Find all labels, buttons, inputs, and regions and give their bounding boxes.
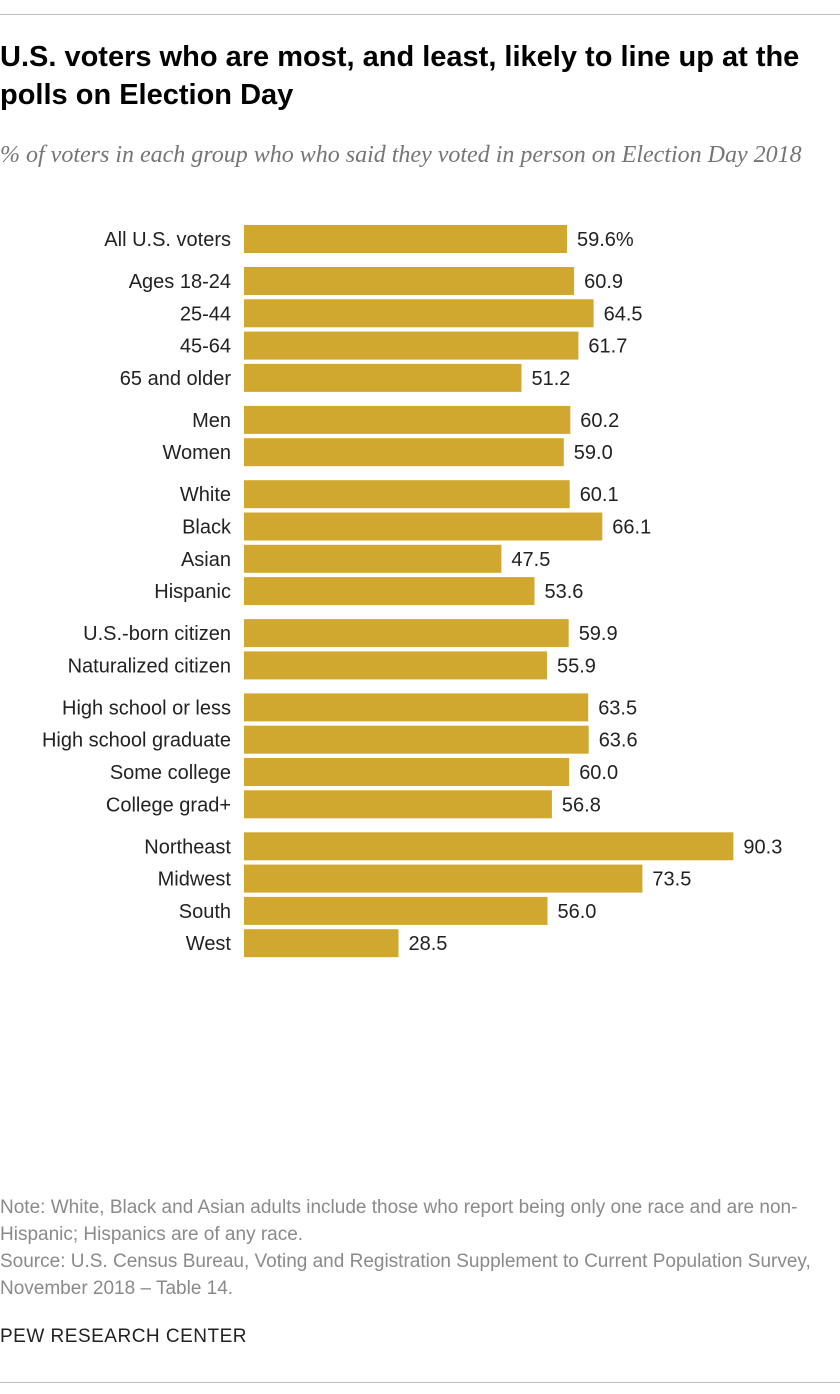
top-rule	[0, 14, 840, 15]
value-label-17: 90.3	[743, 836, 782, 858]
category-label-18: Midwest	[158, 869, 232, 891]
value-label-7: 60.1	[580, 484, 619, 506]
category-label-16: College grad+	[106, 794, 231, 816]
value-label-5: 60.2	[580, 410, 619, 432]
bar-15	[244, 758, 570, 786]
value-label-13: 63.5	[598, 697, 637, 719]
bar-4	[244, 363, 522, 392]
value-label-9: 47.5	[511, 549, 550, 571]
value-label-14: 63.6	[599, 730, 638, 752]
note-text: Note: White, Black and Asian adults incl…	[0, 1197, 798, 1245]
category-label-14: High school graduate	[42, 730, 231, 752]
chart-title: U.S. voters who are most, and least, lik…	[0, 41, 800, 111]
category-label-4: 65 and older	[120, 368, 232, 390]
value-label-4: 51.2	[532, 368, 571, 390]
bar-0	[244, 225, 567, 253]
category-label-9: Asian	[181, 549, 231, 571]
chart-subtitle: % of voters in each group who who said t…	[0, 142, 802, 168]
category-label-2: 25-44	[180, 303, 231, 325]
bar-17	[244, 832, 734, 861]
bar-2	[244, 299, 594, 328]
category-label-13: High school or less	[62, 697, 231, 719]
value-label-12: 55.9	[557, 655, 596, 677]
value-label-8: 66.1	[612, 517, 651, 539]
value-label-11: 59.9	[579, 623, 618, 645]
bar-3	[244, 331, 579, 360]
category-label-0: All U.S. voters	[104, 229, 231, 251]
bar-12	[244, 651, 547, 680]
pew-research-center-logo: PEW RESEARCH CENTER	[0, 1326, 248, 1347]
value-label-20: 28.5	[409, 933, 448, 955]
value-label-19: 56.0	[558, 901, 597, 923]
category-label-15: Some college	[110, 762, 231, 784]
bar-14	[244, 725, 589, 754]
bar-18	[244, 864, 643, 893]
chart-footnotes: Note: White, Black and Asian adults incl…	[0, 1194, 835, 1302]
bar-7	[244, 480, 570, 509]
category-label-20: West	[186, 933, 232, 955]
value-label-18: 73.5	[652, 869, 691, 891]
bar-9	[244, 544, 502, 573]
value-label-3: 61.7	[588, 336, 627, 358]
bar-8	[244, 512, 603, 541]
value-label-1: 60.9	[584, 271, 623, 293]
value-label-2: 64.5	[604, 303, 643, 325]
bar-6	[244, 438, 564, 467]
value-label-0: 59.6%	[577, 229, 634, 251]
bar-13	[244, 693, 589, 722]
category-label-8: Black	[182, 517, 232, 539]
source-text: Source: U.S. Census Bureau, Voting and R…	[0, 1251, 811, 1299]
value-label-6: 59.0	[574, 442, 613, 464]
category-label-6: Women	[162, 442, 231, 464]
category-label-7: White	[180, 484, 231, 506]
bar-10	[244, 577, 535, 606]
bar-19	[244, 896, 548, 925]
category-label-5: Men	[192, 410, 231, 432]
category-label-17: Northeast	[144, 836, 231, 858]
category-label-1: Ages 18-24	[129, 271, 231, 293]
bar-1	[244, 267, 575, 295]
bar-16	[244, 790, 552, 819]
value-label-10: 53.6	[545, 581, 584, 603]
category-label-3: 45-64	[180, 336, 231, 358]
bar-chart: All U.S. voters 59.6% Ages 18-24 60.9 25-44 6…	[42, 225, 782, 958]
bar-5	[244, 405, 571, 434]
category-label-10: Hispanic	[154, 581, 231, 603]
bar-20	[244, 929, 399, 958]
value-label-16: 56.8	[562, 794, 601, 816]
value-label-15: 60.0	[579, 762, 618, 784]
bar-11	[244, 619, 569, 648]
category-label-12: Naturalized citizen	[68, 655, 231, 677]
bottom-rule	[0, 1382, 840, 1383]
category-label-11: U.S.-born citizen	[83, 623, 231, 645]
category-label-19: South	[179, 901, 231, 923]
